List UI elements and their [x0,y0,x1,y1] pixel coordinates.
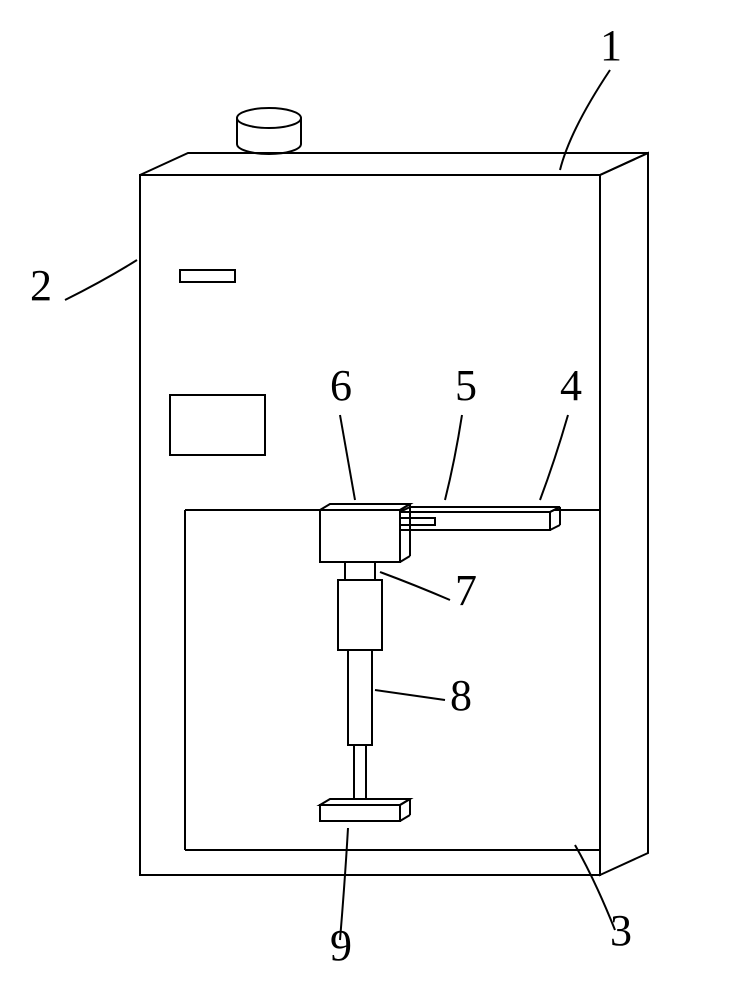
callout-label-9: 9 [330,921,352,970]
callout-label-4: 4 [560,361,582,410]
callout-label-6: 6 [330,361,352,410]
callout-label-3: 3 [610,906,632,955]
diagram-svg: 1 2 3 4 5 6 7 8 9 [0,0,754,1000]
callout-label-2: 2 [30,261,52,310]
callout-label-7: 7 [455,566,477,615]
callout-label-5: 5 [455,361,477,410]
labels-group: 1 2 3 4 5 6 7 8 9 [30,21,632,970]
callout-label-8: 8 [450,671,472,720]
callout-label-1: 1 [600,21,622,70]
